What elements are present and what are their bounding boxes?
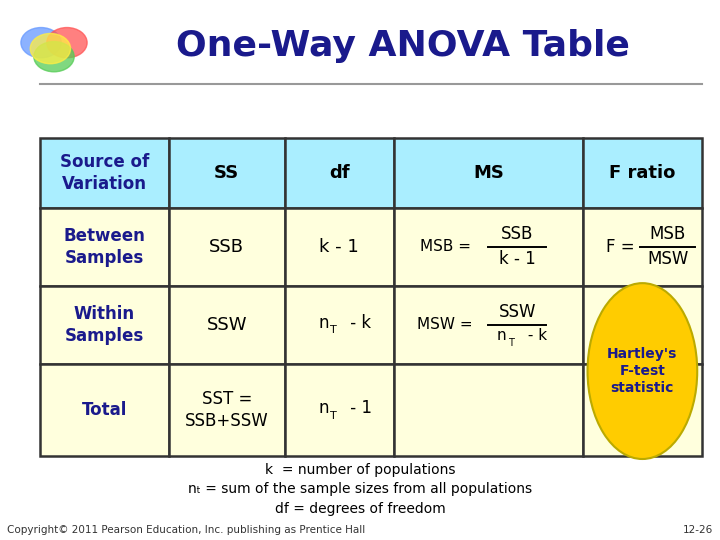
- Circle shape: [47, 28, 87, 58]
- Text: k  = number of populations: k = number of populations: [265, 463, 455, 477]
- Text: Between
Samples: Between Samples: [63, 227, 145, 267]
- Bar: [168, 138, 284, 208]
- Bar: [168, 208, 284, 286]
- Bar: [40, 364, 168, 456]
- Text: MSB =: MSB =: [420, 239, 471, 254]
- Bar: [168, 286, 284, 364]
- Text: F =: F =: [606, 238, 635, 256]
- Text: MSB: MSB: [649, 225, 685, 244]
- Text: Copyright© 2011 Pearson Education, Inc. publishing as Prentice Hall: Copyright© 2011 Pearson Education, Inc. …: [7, 525, 366, 535]
- Bar: [40, 138, 168, 208]
- Bar: [394, 138, 582, 208]
- Circle shape: [34, 42, 74, 72]
- Bar: [284, 138, 394, 208]
- Bar: [394, 364, 582, 456]
- Text: nₜ = sum of the sample sizes from all populations: nₜ = sum of the sample sizes from all po…: [188, 482, 532, 496]
- Text: MS: MS: [473, 164, 504, 182]
- Text: SSB: SSB: [501, 225, 534, 244]
- Text: SSB: SSB: [210, 238, 244, 256]
- Bar: [582, 138, 702, 208]
- Text: Within
Samples: Within Samples: [65, 305, 144, 345]
- Text: df = degrees of freedom: df = degrees of freedom: [274, 502, 446, 516]
- Text: F ratio: F ratio: [609, 164, 675, 182]
- Bar: [582, 364, 702, 456]
- Circle shape: [30, 33, 71, 64]
- Text: SSW: SSW: [498, 303, 536, 321]
- Text: SST =
SSB+SSW: SST = SSB+SSW: [185, 390, 269, 430]
- Text: MSW: MSW: [647, 250, 688, 268]
- Text: T: T: [508, 338, 513, 348]
- Text: T: T: [330, 325, 337, 335]
- Bar: [284, 286, 394, 364]
- Text: n: n: [318, 314, 328, 332]
- Text: 12-26: 12-26: [683, 525, 713, 535]
- Bar: [394, 208, 582, 286]
- Text: Total: Total: [81, 401, 127, 419]
- Text: n: n: [318, 399, 328, 417]
- Circle shape: [21, 28, 61, 58]
- Text: df: df: [329, 164, 350, 182]
- Text: Hartley's
F-test
statistic: Hartley's F-test statistic: [607, 347, 678, 395]
- Text: k - 1: k - 1: [499, 250, 536, 268]
- Text: n: n: [497, 328, 506, 343]
- Bar: [284, 364, 394, 456]
- Bar: [168, 364, 284, 456]
- Text: - k: - k: [523, 328, 547, 343]
- Bar: [284, 208, 394, 286]
- Bar: [582, 286, 702, 364]
- Bar: [40, 208, 168, 286]
- Text: - 1: - 1: [345, 399, 372, 417]
- Text: SS: SS: [214, 164, 239, 182]
- Text: - k: - k: [345, 314, 372, 332]
- Text: SSW: SSW: [207, 316, 247, 334]
- Text: k - 1: k - 1: [320, 238, 359, 256]
- Bar: [394, 286, 582, 364]
- Text: MSW =: MSW =: [418, 318, 473, 333]
- Text: One-Way ANOVA Table: One-Way ANOVA Table: [176, 29, 630, 63]
- Ellipse shape: [588, 283, 697, 459]
- Text: T: T: [330, 410, 337, 421]
- Text: Source of
Variation: Source of Variation: [60, 153, 149, 193]
- Bar: [40, 286, 168, 364]
- Bar: [582, 208, 702, 286]
